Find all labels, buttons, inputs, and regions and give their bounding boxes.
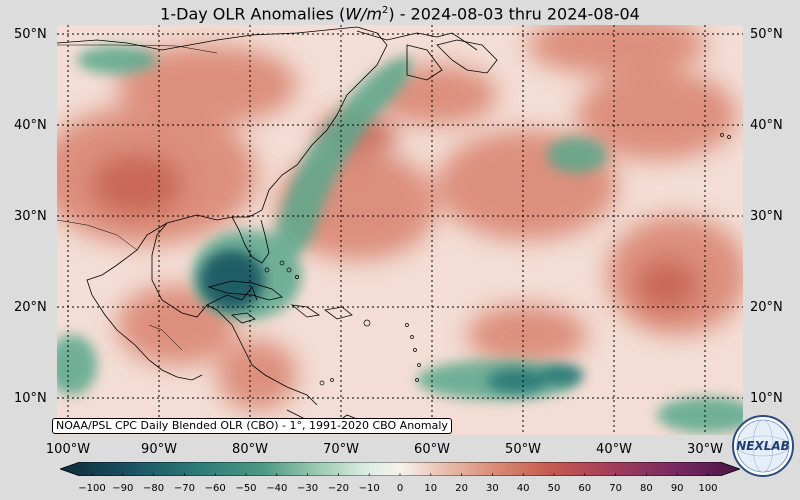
title-prefix: 1-Day OLR Anomalies ( bbox=[160, 4, 346, 24]
colorbar-tick-label: 70 bbox=[609, 483, 622, 494]
lat-label-left: 30°N bbox=[14, 209, 47, 224]
colorbar-tick-label: 50 bbox=[547, 483, 561, 494]
colorbar-tick-label: 40 bbox=[516, 483, 530, 494]
islands bbox=[264, 133, 731, 386]
title-suffix: ) - 2024-08-03 thru 2024-08-04 bbox=[388, 4, 640, 24]
colorbar-tick-label: −40 bbox=[266, 483, 288, 494]
olr-anomaly-map bbox=[57, 25, 743, 435]
lat-label-left: 10°N bbox=[14, 391, 47, 406]
colorbar-tick-label: 10 bbox=[424, 483, 438, 494]
lat-label-left: 40°N bbox=[14, 118, 47, 133]
logo-text: NEXLAB bbox=[736, 439, 790, 453]
colorbar-tick-label: 60 bbox=[578, 483, 592, 494]
borders bbox=[57, 44, 218, 351]
colorbar-tick-label: −30 bbox=[297, 483, 319, 494]
nexlab-logo-icon[interactable]: NEXLAB bbox=[731, 414, 795, 478]
colorbar-tick-label: −20 bbox=[327, 483, 349, 494]
colorbar-ticks bbox=[91, 473, 709, 476]
colorbar-tick-label: −10 bbox=[358, 483, 380, 494]
lat-label-right: 30°N bbox=[750, 209, 783, 224]
colorbar-tick-label: 30 bbox=[486, 483, 499, 494]
lat-label-left: 20°N bbox=[14, 300, 47, 315]
colorbar-tick-label: −100 bbox=[78, 483, 106, 494]
lon-label: 70°W bbox=[323, 442, 359, 457]
lat-label-left: 50°N bbox=[14, 27, 47, 42]
lon-label: 30°W bbox=[687, 442, 723, 457]
colorbar-gradient bbox=[60, 462, 740, 476]
colorbar-tick-label: 20 bbox=[455, 483, 468, 494]
title-unit: W/m bbox=[345, 4, 382, 24]
map-title: 1-Day OLR Anomalies (W/m2) - 2024-08-03 … bbox=[0, 0, 800, 25]
colorbar-tick-label: −80 bbox=[143, 483, 165, 494]
lat-label-right: 50°N bbox=[750, 27, 783, 42]
colorbar-tick-label: 80 bbox=[640, 483, 653, 494]
colorbar-tick-label: −60 bbox=[204, 483, 226, 494]
gridlines bbox=[57, 25, 743, 435]
lon-label: 50°W bbox=[505, 442, 541, 457]
colorbar-tick-label: −70 bbox=[173, 483, 195, 494]
lon-label: 80°W bbox=[232, 442, 268, 457]
lon-label: 60°W bbox=[414, 442, 450, 457]
title-unit-exponent: 2 bbox=[381, 5, 389, 16]
lat-label-right: 20°N bbox=[750, 300, 783, 315]
lon-label: 90°W bbox=[141, 442, 177, 457]
colorbar-tick-label: 100 bbox=[698, 483, 718, 494]
lon-label: 100°W bbox=[45, 442, 91, 457]
colorbar-tick-label: −50 bbox=[235, 483, 257, 494]
colorbar-tick-label: 0 bbox=[396, 483, 404, 494]
lon-label: 40°W bbox=[596, 442, 632, 457]
colorbar-tick-label: 90 bbox=[670, 483, 684, 494]
lat-label-right: 10°N bbox=[750, 391, 783, 406]
lat-label-right: 40°N bbox=[750, 118, 783, 133]
data-source-credit: NOAA/PSL CPC Daily Blended OLR (CBO) - 1… bbox=[52, 418, 452, 434]
colorbar-tick-label: −90 bbox=[112, 483, 134, 494]
colorbar bbox=[60, 462, 740, 476]
